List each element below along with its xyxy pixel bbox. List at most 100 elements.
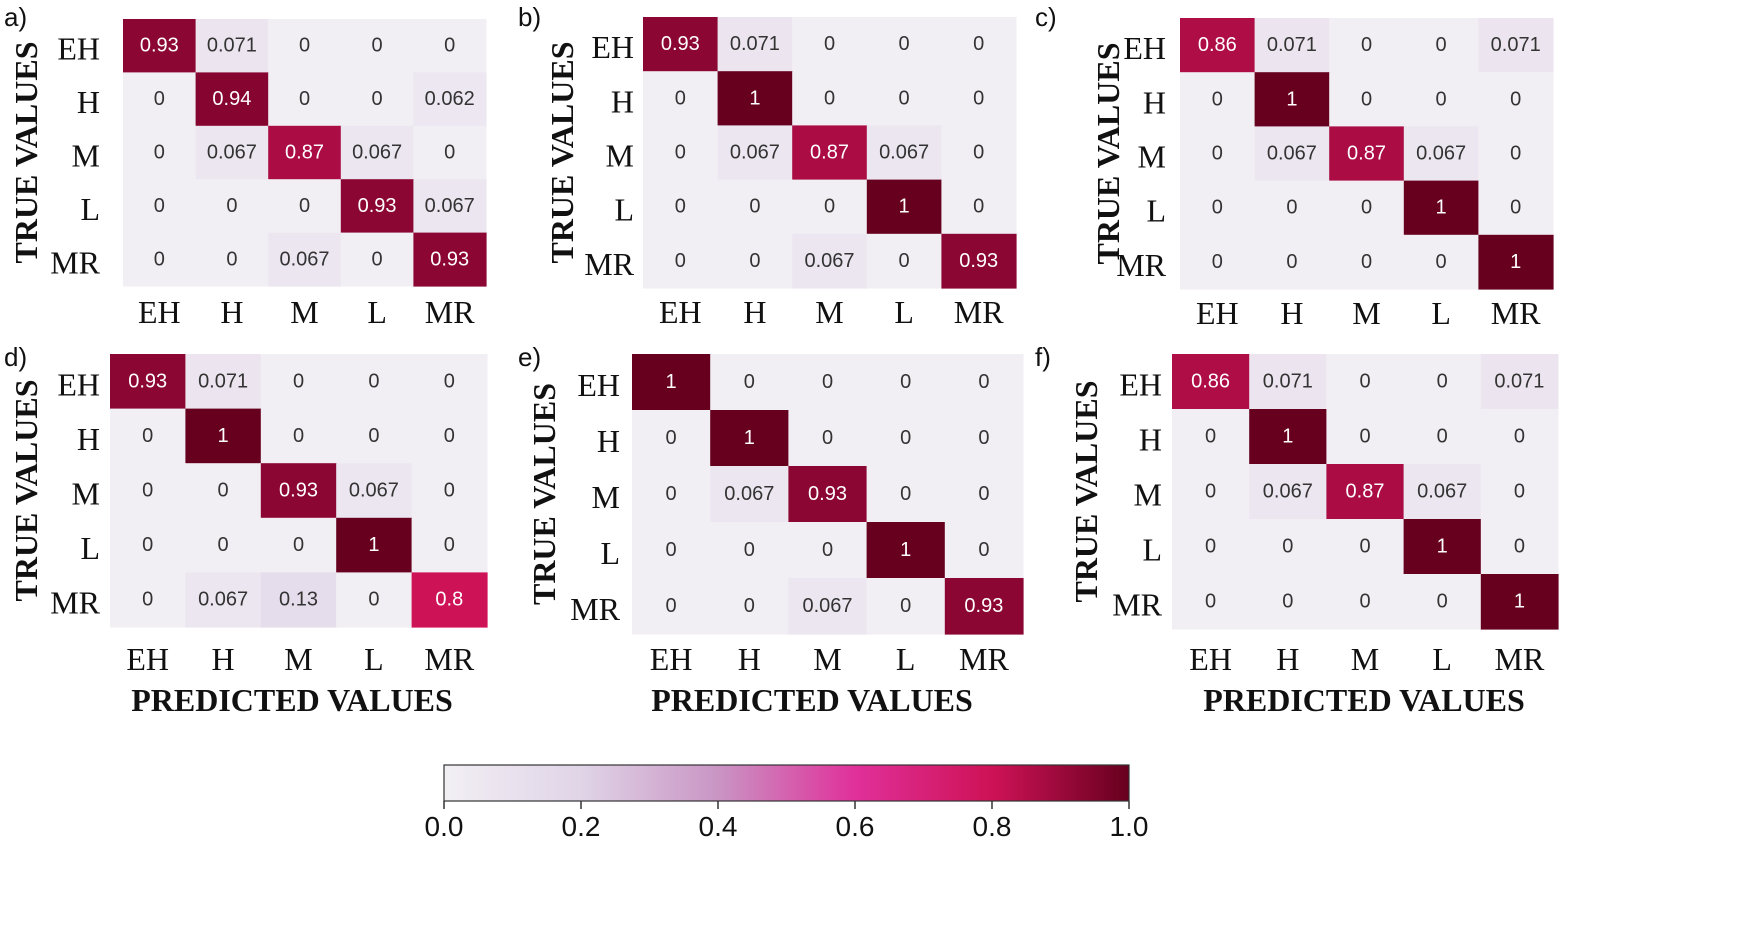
heatmap-cell <box>1478 126 1554 182</box>
col-tick-label: MR <box>425 294 475 330</box>
heatmap-cell <box>1329 126 1405 182</box>
cell-value-label: 0.93 <box>808 483 847 505</box>
col-tick-label: H <box>738 641 761 677</box>
heatmap-cell <box>110 354 186 410</box>
cell-value-label: 1 <box>218 425 229 447</box>
cell-value-label: 0 <box>675 142 686 164</box>
cell-value-label: 0 <box>973 196 984 218</box>
cell-value-label: 0 <box>293 425 304 447</box>
heatmap-cell <box>1254 180 1330 236</box>
cell-value-label: 0.87 <box>1346 481 1385 503</box>
y-axis-title: TRUE VALUES <box>526 383 562 605</box>
heatmap-cell <box>1403 519 1482 575</box>
cell-value-label: 0 <box>900 595 911 617</box>
heatmap-cell <box>123 232 197 287</box>
col-tick-label: M <box>813 641 841 677</box>
panel-label: b) <box>518 2 541 32</box>
cell-value-label: 0.062 <box>425 88 475 110</box>
heatmap-cell <box>866 179 942 235</box>
heatmap-cell <box>1249 574 1327 630</box>
cell-value-label: 0.93 <box>128 370 167 392</box>
heatmap-cell <box>1403 464 1482 520</box>
heatmap-cell <box>1254 72 1330 127</box>
cell-value-label: 0 <box>444 370 455 392</box>
cell-value-label: 0 <box>368 589 379 611</box>
cell-value-label: 0 <box>824 87 835 109</box>
heatmap-cell <box>260 463 337 519</box>
cell-value-label: 0 <box>444 480 455 502</box>
cell-value-label: 0.93 <box>430 248 469 270</box>
cell-value-label: 0 <box>372 248 383 270</box>
cell-value-label: 1 <box>1510 251 1521 273</box>
cell-value-label: 0 <box>1436 88 1447 110</box>
row-tick-label: EH <box>1123 30 1166 66</box>
colorbar-tick-label: 0.4 <box>699 811 738 842</box>
y-axis-title: TRUE VALUES <box>1090 42 1126 264</box>
col-tick-label: H <box>212 641 235 677</box>
heatmap-cell <box>710 466 789 523</box>
col-tick-label: EH <box>659 294 702 330</box>
heatmap-cell <box>411 408 488 464</box>
cell-value-label: 0 <box>142 589 153 611</box>
cell-value-label: 1 <box>666 371 677 393</box>
heatmap-cell <box>195 19 269 73</box>
x-axis-title: PREDICTED VALUES <box>651 682 973 718</box>
heatmap-cell <box>260 572 337 628</box>
y-axis-title: TRUE VALUES <box>8 41 44 263</box>
cell-value-label: 0.067 <box>425 195 475 217</box>
heatmap-cell <box>1403 126 1479 182</box>
row-tick-label: MR <box>1112 587 1162 623</box>
cell-value-label: 0.071 <box>1263 371 1313 393</box>
cell-value-label: 0 <box>1205 481 1216 503</box>
cell-value-label: 1 <box>368 534 379 556</box>
cell-value-label: 0.93 <box>358 195 397 217</box>
cell-value-label: 0 <box>1286 251 1297 273</box>
heatmap-cell <box>717 71 793 126</box>
heatmap-cell <box>260 408 337 464</box>
cell-value-label: 0.071 <box>198 370 248 392</box>
cell-value-label: 0 <box>368 370 379 392</box>
cell-value-label: 0 <box>973 142 984 164</box>
row-tick-label: H <box>1139 422 1162 458</box>
y-axis-title: TRUE VALUES <box>544 41 580 263</box>
cell-value-label: 0 <box>900 371 911 393</box>
row-tick-label: L <box>80 191 100 227</box>
heatmap-cell <box>788 354 868 411</box>
cell-value-label: 0 <box>973 33 984 55</box>
cell-value-label: 0.93 <box>959 250 998 272</box>
heatmap-cell <box>866 578 946 635</box>
heatmap-cell <box>944 578 1024 635</box>
panel-label: e) <box>518 342 541 372</box>
cell-value-label: 0 <box>154 248 165 270</box>
row-tick-label: EH <box>577 367 620 403</box>
cell-value-label: 0 <box>299 88 310 110</box>
cell-value-label: 0 <box>299 195 310 217</box>
heatmap-cell <box>340 19 414 73</box>
row-tick-label: L <box>614 192 634 228</box>
cell-value-label: 0 <box>368 425 379 447</box>
heatmap-cell <box>1480 354 1559 410</box>
heatmap-cell <box>1254 126 1330 182</box>
col-tick-label: H <box>1276 641 1299 677</box>
cell-value-label: 0.067 <box>879 142 929 164</box>
heatmap-cell <box>1329 234 1405 290</box>
heatmap-cell <box>866 17 942 72</box>
heatmap-cell <box>643 17 719 72</box>
heatmap-cell <box>1254 18 1330 73</box>
heatmap-cell <box>866 354 946 411</box>
cell-value-label: 0.071 <box>730 33 780 55</box>
heatmap-cell <box>1326 354 1405 410</box>
heatmap-cell <box>1403 409 1482 465</box>
cell-value-label: 0 <box>293 370 304 392</box>
heatmap-cell <box>643 233 719 289</box>
row-tick-label: EH <box>591 29 634 65</box>
x-axis-title: PREDICTED VALUES <box>1203 682 1525 718</box>
cell-value-label: 0 <box>226 195 237 217</box>
cell-value-label: 0.87 <box>285 142 324 164</box>
cell-value-label: 0 <box>899 87 910 109</box>
cell-value-label: 0 <box>744 371 755 393</box>
panel-label: c) <box>1035 2 1057 32</box>
row-tick-label: H <box>1143 84 1166 120</box>
cell-value-label: 0.067 <box>1267 143 1317 165</box>
col-tick-label: MR <box>424 641 474 677</box>
